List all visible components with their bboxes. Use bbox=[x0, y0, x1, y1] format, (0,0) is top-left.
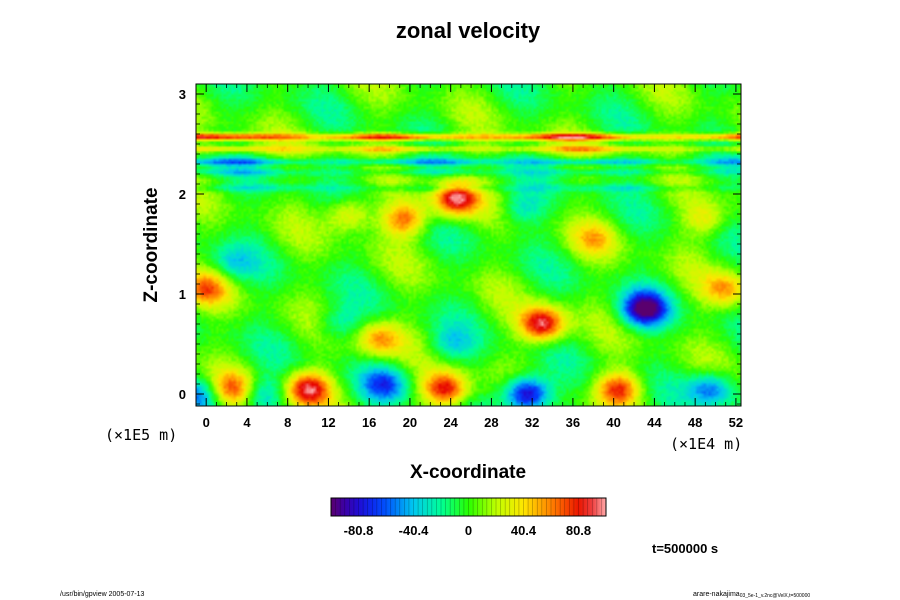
y-axis-label: Z-coordinate bbox=[141, 187, 162, 302]
x-tick-label: 52 bbox=[729, 415, 743, 430]
colorbar-tick-label: 80.8 bbox=[566, 523, 591, 538]
colorbar-ticks: -80.8 -40.4 0 40.4 80.8 bbox=[344, 523, 591, 538]
heatmap-image bbox=[196, 84, 741, 406]
x-tick-label: 20 bbox=[403, 415, 417, 430]
footer-left: /usr/bin/gpview 2005-07-13 bbox=[60, 591, 145, 598]
x-tick-label: 36 bbox=[566, 415, 580, 430]
time-label: t=500000 s bbox=[652, 541, 718, 556]
y-tick-label: 2 bbox=[179, 187, 186, 202]
y-unit-label: (×1E5 m) bbox=[105, 426, 177, 444]
y-axis-ticks: 0 1 2 3 bbox=[179, 83, 741, 405]
chart-title: zonal velocity bbox=[396, 18, 541, 43]
colorbar-stripes bbox=[335, 498, 602, 516]
x-tick-label: 4 bbox=[243, 415, 251, 430]
x-tick-label: 48 bbox=[688, 415, 702, 430]
colorbar-frame bbox=[330, 497, 607, 517]
x-tick-label: 12 bbox=[321, 415, 335, 430]
x-tick-label: 8 bbox=[284, 415, 291, 430]
x-tick-label: 16 bbox=[362, 415, 376, 430]
x-axis-label: X-coordinate bbox=[410, 462, 526, 483]
footer-right: arare-nakajima03_5e-1_v.2nc@VelX,t=50000… bbox=[693, 591, 810, 599]
colorbar: -80.8 -40.4 0 40.4 80.8 bbox=[330, 497, 607, 538]
footer-right-main: arare-nakajima bbox=[693, 591, 740, 598]
x-axis-ticks: 0 4 8 12 16 20 24 28 32 36 40 44 48 52 bbox=[195, 84, 743, 430]
colorbar-tick-label: -40.4 bbox=[399, 523, 429, 538]
x-unit-label: (×1E4 m) bbox=[670, 435, 742, 453]
colorbar-tick-label: -80.8 bbox=[344, 523, 374, 538]
y-tick-label: 0 bbox=[179, 387, 186, 402]
y-tick-label: 1 bbox=[179, 287, 186, 302]
colorbar-gradient bbox=[331, 498, 606, 516]
x-tick-label: 28 bbox=[484, 415, 498, 430]
colorbar-tick-label: 0 bbox=[465, 523, 472, 538]
footer-right-small: 03_5e-1_v.2nc@VelX,t=500000 bbox=[740, 593, 811, 599]
x-tick-label: 24 bbox=[443, 415, 458, 430]
x-tick-label: 40 bbox=[606, 415, 620, 430]
x-tick-label: 32 bbox=[525, 415, 539, 430]
plot-frame bbox=[195, 83, 742, 407]
y-tick-label: 3 bbox=[179, 87, 186, 102]
x-tick-label: 44 bbox=[647, 415, 662, 430]
colorbar-tick-label: 40.4 bbox=[511, 523, 537, 538]
x-tick-label: 0 bbox=[203, 415, 210, 430]
heatmap-layer bbox=[196, 84, 741, 406]
